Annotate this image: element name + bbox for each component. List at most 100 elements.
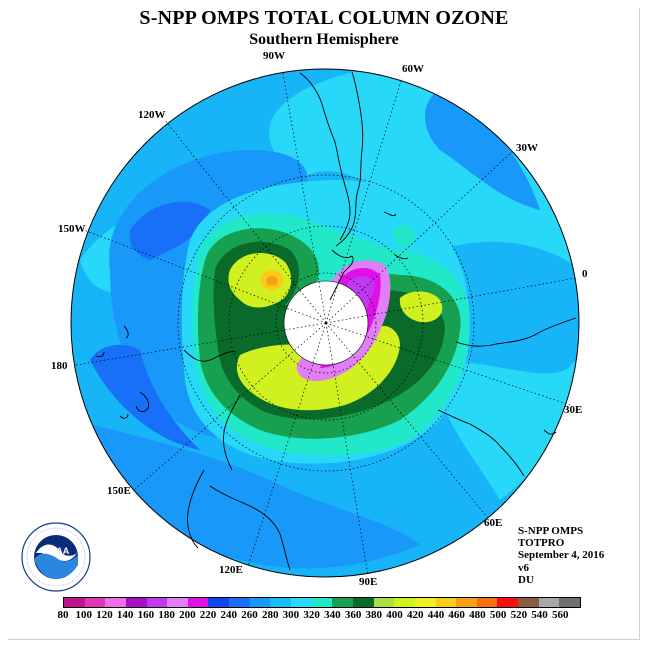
info-version: v6: [518, 561, 529, 574]
colorbar-tick-label: 420: [406, 609, 424, 621]
coastline-east: [437, 409, 525, 477]
colorbar-tick-label: 280: [261, 609, 279, 621]
colorbar-tick-label: 440: [427, 609, 445, 621]
coastlines: [95, 71, 577, 571]
logo-bird: [36, 544, 77, 561]
colorbar-swatch: [167, 598, 188, 607]
colorbar-swatch: [373, 598, 395, 607]
longitude-label-150w: 150W: [58, 223, 86, 235]
island: [543, 429, 557, 435]
colorbar-swatch: [497, 598, 519, 607]
map-border: [70, 68, 580, 578]
logo-text: NOAA: [43, 546, 70, 556]
colorbar-tick-label: 340: [324, 609, 341, 621]
island: [135, 391, 149, 413]
colorbar-tick-label: 500: [489, 609, 507, 621]
map-title: S-NPP OMPS TOTAL COLUMN OZONE: [139, 7, 509, 29]
meridian-line: [247, 322, 327, 567]
colorbar-tick-label: 360: [344, 609, 362, 621]
australia-coast: [187, 469, 205, 549]
colorbar-tick-label: 400: [386, 609, 403, 621]
south-america-coast: [299, 72, 351, 241]
frame-border: [639, 8, 640, 640]
info-units: DU: [518, 573, 534, 586]
colorbar-tick-label: 180: [158, 609, 175, 621]
colorbar-swatch: [146, 598, 168, 607]
colorbar-tick-label: 240: [220, 609, 238, 621]
colorbar-swatch: [559, 598, 581, 607]
colorbar-swatch: [332, 598, 353, 607]
colorbar-swatch: [394, 598, 415, 607]
noaa-logo: NOAA: [21, 522, 91, 592]
info-product: TOTPRO: [518, 537, 565, 550]
colorbar-swatch: [187, 598, 209, 607]
colorbar-tick-label: 320: [303, 609, 320, 621]
colorbar-labels: 80 100 120 140 160 180 200 220 240 260 280 300 320 34…: [45, 609, 605, 621]
logo-wave: [34, 552, 78, 579]
colorbar-swatch: [84, 598, 106, 607]
island: [119, 413, 129, 419]
longitude-label-30e: 30E: [564, 404, 583, 416]
island: [123, 325, 129, 339]
ozone-region-yellow-green: [228, 252, 292, 308]
colorbar-tick-label: 140: [116, 609, 134, 621]
longitude-label-90w: 90W: [263, 50, 285, 62]
map-subtitle: Southern Hemisphere: [249, 31, 399, 48]
meridian-line: [325, 322, 369, 576]
colorbar-tick-label: 480: [469, 609, 486, 621]
colorbar-swatch: [64, 598, 85, 607]
ozone-region-deep-blue: [129, 201, 210, 260]
longitude-label-120w: 120W: [138, 109, 166, 121]
colorbar: [63, 597, 581, 608]
longitude-label-90e: 90E: [359, 576, 378, 588]
colorbar-swatch: [538, 598, 560, 607]
colorbar-tick-label: 560: [552, 609, 569, 621]
longitude-label-180: 180: [51, 360, 68, 372]
info-date: September 4, 2016: [518, 549, 605, 562]
meridian-line: [325, 77, 403, 324]
coastline-ross: [183, 349, 237, 362]
australia-coast: [209, 485, 291, 571]
latitude-circle: [275, 272, 377, 374]
island: [95, 351, 105, 358]
colorbar-swatch: [476, 598, 498, 607]
longitude-label-60e: 60E: [484, 517, 503, 529]
latitude-circle: [177, 174, 475, 472]
colorbar-swatch: [414, 598, 436, 607]
south-america-coast: [335, 71, 364, 247]
ozone-region-orange: [266, 276, 278, 286]
colorbar-swatch: [249, 598, 271, 607]
colorbar-tick-label: 80: [57, 609, 69, 621]
longitude-label-30w: 30W: [516, 142, 538, 154]
ozone-region-cyan: [269, 70, 578, 270]
colorbar-tick-label: 200: [179, 609, 196, 621]
colorbar-swatch: [125, 598, 147, 607]
product-info: S-NPP OMPS TOTPRO September 4, 2016 v6 D…: [518, 525, 604, 586]
frame-border: [8, 639, 640, 640]
longitude-label-60w: 60W: [402, 63, 424, 75]
meridian-line: [325, 322, 571, 406]
colorbar-tick-label: 540: [531, 609, 548, 621]
colorbar-swatch: [456, 598, 477, 607]
colorbar-swatch: [311, 598, 333, 607]
colorbar-tick-label: 520: [510, 609, 528, 621]
island: [394, 254, 409, 260]
longitude-label-0: 0: [582, 268, 588, 280]
longitude-label-120e: 120E: [219, 564, 243, 576]
island: [383, 211, 397, 217]
ozone-region-blue: [425, 90, 540, 210]
colorbar-tick-label: 380: [365, 609, 383, 621]
graticule: [75, 72, 577, 576]
colorbar-tick-label: 100: [75, 609, 92, 621]
colorbar-swatch: [208, 598, 230, 607]
latitude-circle: [228, 225, 424, 421]
colorbar-tick-label: 460: [448, 609, 465, 621]
new-zealand-coast: [223, 394, 241, 471]
colorbar-swatch: [229, 598, 250, 607]
colorbar-swatch: [105, 598, 126, 607]
colorbar-tick-label: 120: [96, 609, 113, 621]
africa-coast: [455, 317, 577, 347]
logo-ring-lettering: [26, 527, 86, 587]
